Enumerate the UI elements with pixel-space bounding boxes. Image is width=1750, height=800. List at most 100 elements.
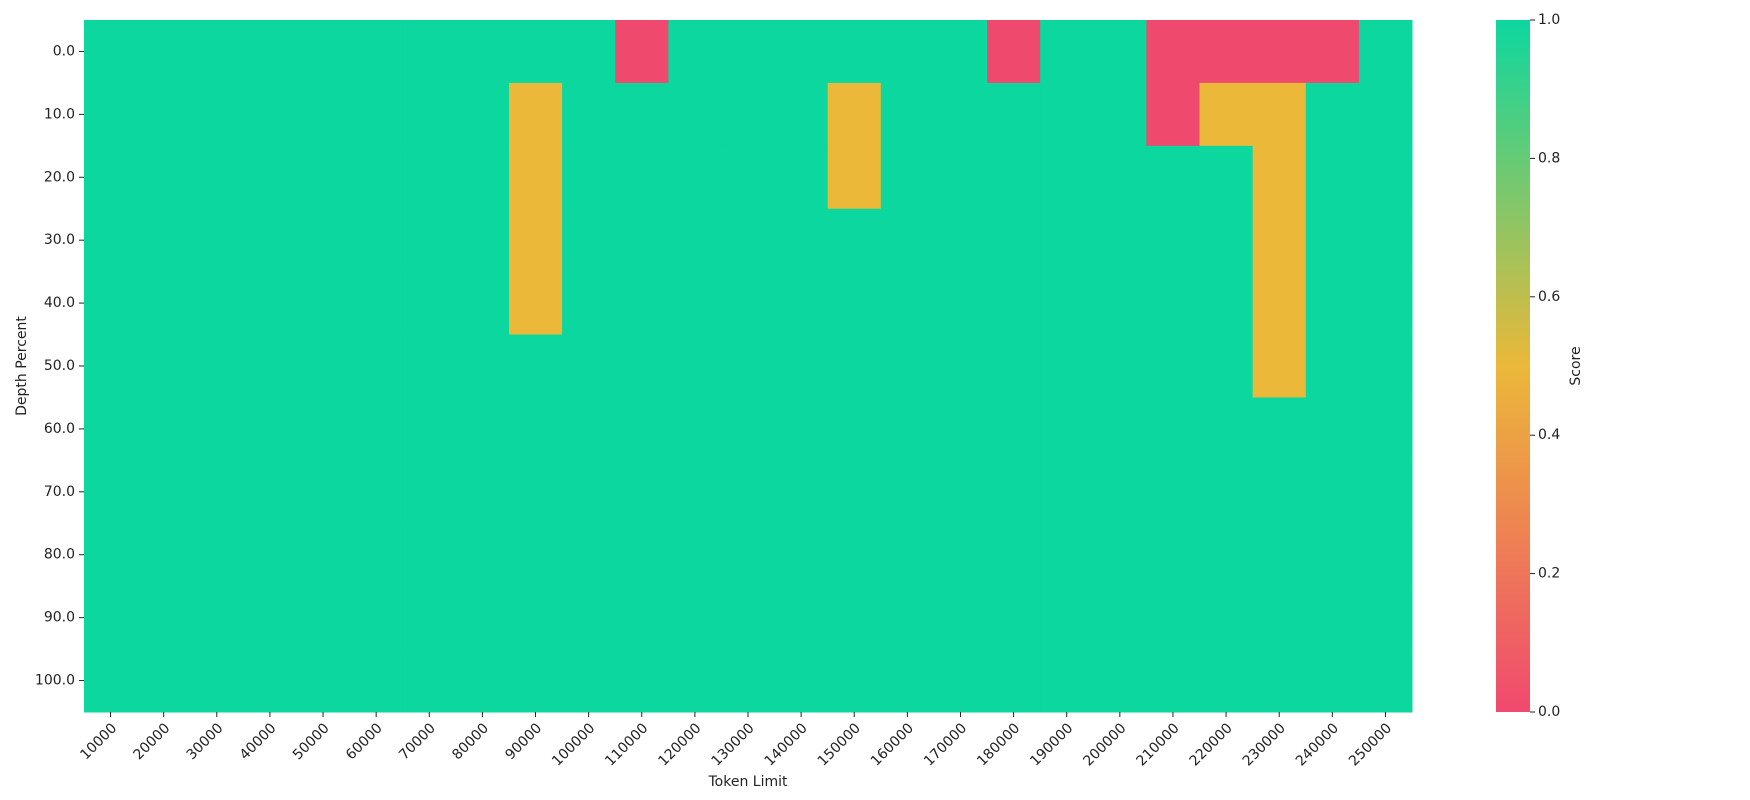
heatmap-cell [137, 82, 191, 147]
heatmap-cell [137, 649, 191, 713]
heatmap-cell [1093, 271, 1147, 336]
heatmap-cell [296, 82, 351, 147]
heatmap-cell [1358, 271, 1413, 336]
heatmap-cell [402, 208, 457, 273]
heatmap-cell [668, 397, 722, 461]
heatmap-cell [296, 397, 351, 461]
heatmap-cell [1146, 208, 1201, 273]
x-tick-label: 170000 [921, 720, 970, 769]
heatmap-cell [1093, 460, 1147, 524]
heatmap-cell [296, 649, 351, 713]
heatmap-cell [1358, 460, 1413, 524]
heatmap-cell [1146, 145, 1201, 210]
heatmap-cell [562, 397, 616, 461]
heatmap-cell [402, 334, 457, 398]
heatmap-cell [933, 271, 988, 336]
heatmap-cell [1199, 334, 1254, 398]
heatmap-cell [1252, 586, 1307, 650]
heatmap-cell [349, 649, 404, 713]
heatmap-cell [880, 586, 935, 650]
heatmap-cell [1358, 145, 1413, 210]
x-tick-label: 250000 [1346, 720, 1395, 769]
heatmap-cell [987, 20, 1041, 84]
heatmap-cell [1093, 397, 1147, 461]
x-tick-label: 110000 [602, 720, 651, 769]
heatmap-cell [137, 460, 191, 524]
heatmap-cell [1040, 397, 1094, 461]
heatmap-cell [774, 586, 829, 650]
heatmap-cell [455, 20, 510, 84]
heatmap-cell [296, 208, 351, 273]
heatmap-cell [1199, 460, 1254, 524]
x-axis-title: Token Limit [708, 774, 789, 790]
heatmap-cell [827, 145, 882, 210]
heatmap-cell [1199, 523, 1254, 587]
heatmap-cell [562, 649, 616, 713]
colorbar-tick-label: 0.8 [1538, 150, 1560, 166]
heatmap-cell [1040, 460, 1094, 524]
heatmap-cell [933, 20, 988, 84]
heatmap-cell [137, 20, 191, 84]
heatmap-cell [615, 208, 669, 273]
heatmap-cell [880, 145, 935, 210]
colorbar-tick-label: 1.0 [1538, 12, 1560, 28]
heatmap-cell [1358, 82, 1413, 147]
heatmap-cell [774, 523, 829, 587]
y-tick-label: 10.0 [44, 106, 75, 122]
heatmap-cell [402, 523, 457, 587]
heatmap-cell [933, 586, 988, 650]
heatmap-cell [562, 82, 616, 147]
heatmap-cell [1093, 586, 1147, 650]
heatmap-cell [615, 271, 669, 336]
heatmap-cell [1358, 523, 1413, 587]
x-tick-label: 130000 [709, 720, 758, 769]
heatmap-cell [1358, 586, 1413, 650]
heatmap-cell [349, 586, 404, 650]
heatmap-cell [987, 145, 1041, 210]
heatmap-cell [349, 334, 404, 398]
heatmap-cell [402, 82, 457, 147]
heatmap-cell [402, 145, 457, 210]
heatmap-cell [1252, 271, 1307, 336]
heatmap-cell [774, 334, 829, 398]
heatmap-cell [827, 649, 882, 713]
heatmap-cell [455, 82, 510, 147]
heatmap-cell [1305, 334, 1360, 398]
x-tick-label: 80000 [449, 720, 492, 763]
heatmap-cell [1146, 586, 1201, 650]
heatmap-cell [243, 208, 297, 273]
heatmap-cell [1199, 649, 1254, 713]
heatmap-cell [190, 20, 244, 84]
heatmap-cell [721, 82, 776, 147]
heatmap-cell [84, 208, 138, 273]
heatmap-cell [933, 82, 988, 147]
heatmap-cell [1358, 20, 1413, 84]
heatmap-cell [455, 145, 510, 210]
heatmap-cell [721, 271, 776, 336]
heatmap-cell [402, 20, 457, 84]
heatmap-cell [668, 20, 722, 84]
colorbar-tick-label: 0.2 [1538, 566, 1560, 582]
heatmap-cell [774, 271, 829, 336]
heatmap-cell [1199, 20, 1254, 84]
heatmap-cell [562, 523, 616, 587]
heatmap-cell [668, 523, 722, 587]
heatmap-cell [1252, 334, 1307, 398]
heatmap-cell [1146, 397, 1201, 461]
heatmap-cell [190, 397, 244, 461]
heatmap-cell [508, 20, 563, 84]
x-tick-label: 20000 [131, 720, 174, 763]
heatmap-cell [827, 334, 882, 398]
heatmap-cell [243, 145, 297, 210]
colorbar-tick-label: 0.6 [1538, 289, 1560, 305]
y-tick-label: 100.0 [35, 673, 75, 689]
heatmap-cell [455, 586, 510, 650]
heatmap-cell [933, 460, 988, 524]
heatmap-cell [668, 145, 722, 210]
heatmap-cell [1093, 145, 1147, 210]
heatmap-cell [1252, 649, 1307, 713]
heatmap-cell [1040, 82, 1094, 147]
heatmap-cell [615, 397, 669, 461]
